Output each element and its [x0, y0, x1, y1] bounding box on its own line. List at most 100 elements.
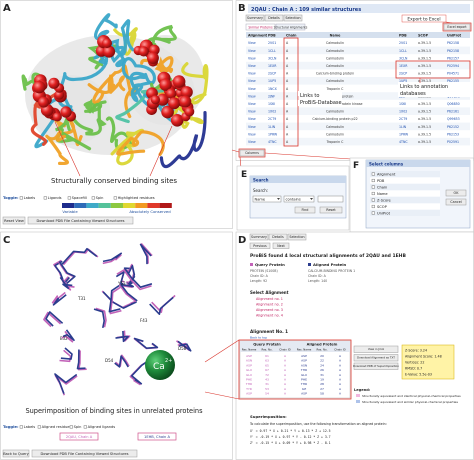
checkbox[interactable]: [37, 425, 41, 429]
cell[interactable]: 3CLN: [268, 56, 277, 60]
cell[interactable]: 2CT9: [268, 117, 276, 121]
button[interactable]: [319, 206, 343, 214]
label[interactable]: Alignment: [377, 172, 396, 176]
button-label[interactable]: Excel export: [447, 25, 467, 29]
cell[interactable]: Q06850: [447, 102, 460, 106]
cell[interactable]: 3CLN: [399, 56, 408, 60]
cell[interactable]: 1UP5: [268, 79, 276, 83]
cell[interactable]: View: [248, 64, 256, 68]
checkbox[interactable]: [67, 196, 71, 200]
checkbox[interactable]: [371, 198, 375, 202]
cell[interactable]: View: [248, 49, 256, 53]
checkbox[interactable]: [371, 211, 375, 215]
cell[interactable]: 1S6I: [268, 102, 275, 106]
label[interactable]: Chain: [377, 185, 387, 189]
label[interactable]: Alignment no. 4: [256, 314, 283, 318]
cell[interactable]: 1LIN: [268, 125, 276, 129]
cell[interactable]: 2CT9: [399, 117, 407, 121]
cell[interactable]: 1X02: [268, 110, 276, 114]
label[interactable]: SCOP: [377, 205, 388, 209]
button-label[interactable]: Download PDB of Superimposition: [353, 364, 399, 368]
label[interactable]: 1EHB, Chain A: [144, 435, 170, 439]
cell[interactable]: a.39.1.5: [418, 56, 431, 60]
checkbox[interactable]: [371, 178, 375, 183]
button-label[interactable]: Find: [302, 208, 309, 212]
cell[interactable]: View: [248, 72, 256, 76]
label[interactable]: Back to top: [250, 336, 267, 340]
button-label[interactable]: Back to Query: [3, 452, 29, 456]
label[interactable]: Spacefill: [72, 196, 87, 200]
cell[interactable]: View: [248, 56, 256, 60]
button[interactable]: [245, 14, 265, 22]
button[interactable]: [287, 233, 307, 241]
label[interactable]: Labels: [24, 196, 36, 200]
button-label[interactable]: Summary: [251, 235, 267, 239]
cell[interactable]: P62153: [447, 132, 459, 136]
cell[interactable]: 1EXR: [399, 64, 408, 68]
cell[interactable]: 1PRW: [399, 132, 409, 136]
cell[interactable]: View: [248, 41, 256, 45]
button-label[interactable]: Details: [272, 235, 284, 239]
cell[interactable]: a.39.1.5: [418, 79, 431, 83]
button[interactable]: [353, 354, 399, 362]
button[interactable]: [353, 362, 399, 370]
button[interactable]: [272, 242, 290, 249]
cell[interactable]: a.39.1.5: [418, 125, 431, 129]
cell[interactable]: View: [248, 140, 256, 144]
button-label[interactable]: Cancel: [450, 200, 462, 204]
label[interactable]: Aligned residues: [42, 425, 72, 429]
cell[interactable]: a.39.1.5: [418, 110, 431, 114]
button-label[interactable]: Download PDB File Containing Viewed Stru…: [40, 452, 128, 456]
dropdown[interactable]: [252, 195, 282, 203]
label[interactable]: Alignment no. 2: [256, 303, 283, 307]
cell[interactable]: a.39.1.5: [418, 49, 431, 53]
cell[interactable]: 1X02: [399, 110, 407, 114]
cell[interactable]: View: [248, 132, 256, 136]
checkbox[interactable]: [371, 185, 375, 189]
cell[interactable]: 2V01: [399, 41, 407, 45]
cell[interactable]: 1NCX: [268, 87, 278, 91]
cell[interactable]: P02594: [447, 64, 459, 68]
button[interactable]: [445, 198, 467, 206]
label[interactable]: Spin: [96, 196, 104, 200]
cell[interactable]: 1PRW: [268, 132, 278, 136]
checkbox[interactable]: [83, 425, 87, 429]
cell[interactable]: 1EXR: [268, 64, 277, 68]
subtab[interactable]: [275, 23, 306, 31]
button[interactable]: [443, 23, 471, 31]
button-label[interactable]: View in Jmol: [368, 347, 385, 351]
cell[interactable]: 2JNF: [268, 94, 275, 98]
checkbox[interactable]: [19, 196, 23, 200]
label[interactable]: Alignment no. 3: [256, 308, 283, 312]
cell[interactable]: View: [248, 79, 256, 83]
button[interactable]: [283, 14, 303, 22]
button[interactable]: [268, 233, 288, 241]
cell[interactable]: P62161: [447, 110, 459, 114]
cell[interactable]: View: [248, 125, 256, 129]
button[interactable]: [31, 449, 138, 458]
label[interactable]: Name: [377, 192, 388, 196]
button-label[interactable]: Selection: [285, 16, 300, 20]
cell[interactable]: P62157: [447, 56, 459, 60]
button-label[interactable]: Reset: [326, 208, 336, 212]
button-label[interactable]: Previous: [253, 244, 267, 248]
cell[interactable]: a.39.1.5: [418, 102, 431, 106]
cell[interactable]: 2SCP: [268, 72, 276, 76]
button-label[interactable]: Summary: [247, 16, 263, 20]
label[interactable]: UniProt: [377, 211, 391, 215]
label[interactable]: Aligned ligands: [88, 425, 116, 429]
button-label[interactable]: Columns: [245, 151, 259, 155]
cell[interactable]: View: [248, 87, 256, 91]
cell[interactable]: 1CLL: [399, 49, 407, 53]
label[interactable]: contains: [286, 198, 301, 202]
cell[interactable]: a.39.1.5: [418, 41, 431, 45]
button[interactable]: [249, 242, 271, 249]
cell[interactable]: 1UP5: [399, 79, 407, 83]
button-label[interactable]: Download PDB File Containing Viewed Stru…: [36, 219, 124, 223]
chain-box[interactable]: [59, 432, 99, 441]
cell[interactable]: 1LIN: [399, 125, 407, 129]
checkbox[interactable]: [19, 425, 23, 429]
button-label[interactable]: Download Alignment as TXT: [357, 356, 395, 360]
cell[interactable]: 1S6I: [399, 102, 406, 106]
button[interactable]: [27, 216, 134, 225]
